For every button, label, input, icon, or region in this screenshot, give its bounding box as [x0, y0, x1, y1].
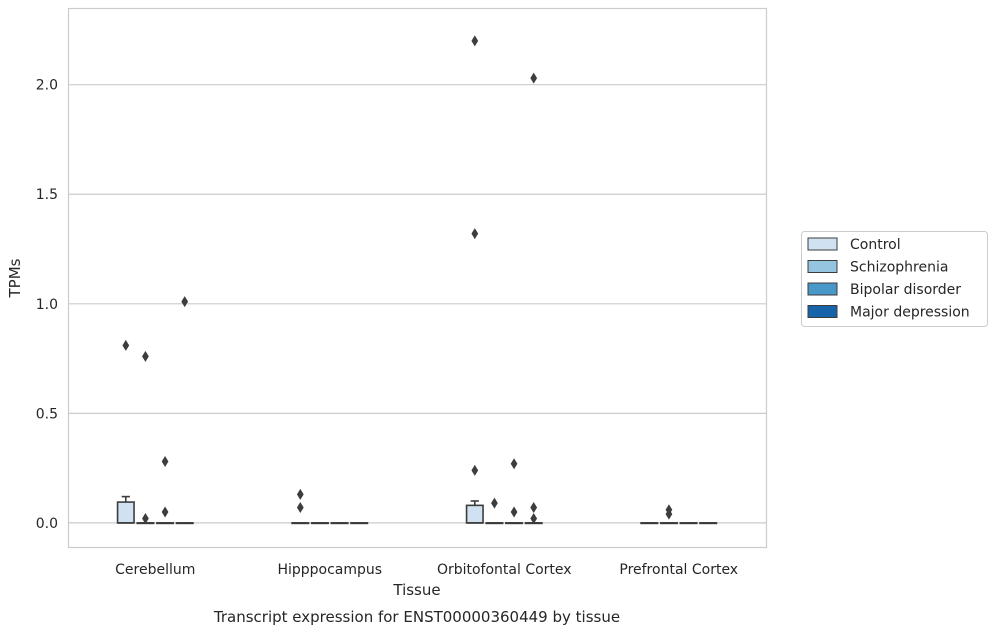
box	[465, 504, 484, 524]
plot-area-frame	[67, 7, 768, 549]
legend-label: Schizophrenia	[850, 260, 948, 276]
legend-label: Major depression	[850, 305, 970, 321]
box-schizophrenia	[310, 522, 329, 525]
box	[116, 501, 135, 524]
x-axis-label: Tissue	[392, 581, 440, 599]
legend-label: Bipolar disorder	[850, 282, 961, 298]
outlier-point	[142, 350, 149, 362]
x-tick-label: Hipppocampus	[277, 562, 382, 578]
legend-swatch	[807, 282, 838, 296]
outlier-point	[296, 488, 304, 500]
outlier-point	[530, 72, 538, 84]
outlier-point	[296, 502, 304, 514]
outlier-point	[510, 506, 518, 518]
outlier-point	[530, 513, 538, 525]
box-major-depression	[350, 522, 369, 525]
outlier-point	[530, 502, 538, 514]
outlier-point	[181, 296, 189, 308]
y-tick-label: 0.5	[36, 406, 58, 422]
outlier-point	[122, 339, 130, 351]
outlier-point	[142, 513, 149, 525]
outlier-point	[510, 458, 518, 470]
x-tick-label: Orbitofontal Cortex	[437, 562, 572, 578]
gridlines	[68, 84, 766, 524]
box-schizophrenia	[485, 522, 504, 525]
y-axis-label: TPMs	[6, 258, 24, 298]
outlier-points	[122, 35, 673, 525]
box-bipolar-disorder	[156, 522, 175, 525]
box-control	[640, 522, 659, 525]
legend-swatch	[807, 305, 838, 318]
x-tick-label: Prefrontal Cortex	[619, 562, 738, 578]
box-bipolar-disorder	[330, 522, 349, 525]
legend-swatch	[807, 237, 838, 251]
box-bipolar-disorder	[505, 522, 524, 525]
legend-label: Control	[850, 237, 901, 253]
legend: Control Schizophrenia Bipolar disorder Majo…	[801, 231, 988, 327]
outlier-point	[471, 228, 479, 240]
y-tick-label: 1.0	[36, 297, 58, 313]
outlier-point	[665, 504, 673, 516]
box-control	[465, 500, 484, 524]
legend-swatch	[807, 260, 838, 273]
box-schizophrenia	[659, 522, 678, 525]
outlier-point	[161, 506, 169, 518]
box-major-depression	[175, 522, 194, 525]
y-tick-label: 2.0	[36, 78, 58, 94]
box-plots	[116, 495, 718, 525]
box-bipolar-disorder	[679, 522, 698, 525]
x-tick-label: Cerebellum	[115, 562, 195, 578]
y-tick-label: 0.0	[36, 516, 58, 532]
legend-frame	[801, 231, 988, 327]
outlier-point	[491, 497, 498, 509]
box-control	[291, 522, 310, 525]
outlier-point	[471, 35, 479, 47]
box-control	[116, 495, 135, 524]
outlier-point	[161, 456, 169, 468]
y-tick-labels: 0.0 0.5 1.0 1.5 2.0	[36, 78, 58, 532]
box-major-depression	[699, 522, 718, 525]
y-tick-label: 1.5	[36, 187, 58, 203]
x-tick-labels: Cerebellum Hipppocampus Orbitofontal Corte…	[115, 562, 738, 578]
outlier-point	[471, 464, 479, 476]
chart-title: Transcript expression for ENST0000036044…	[213, 608, 620, 626]
